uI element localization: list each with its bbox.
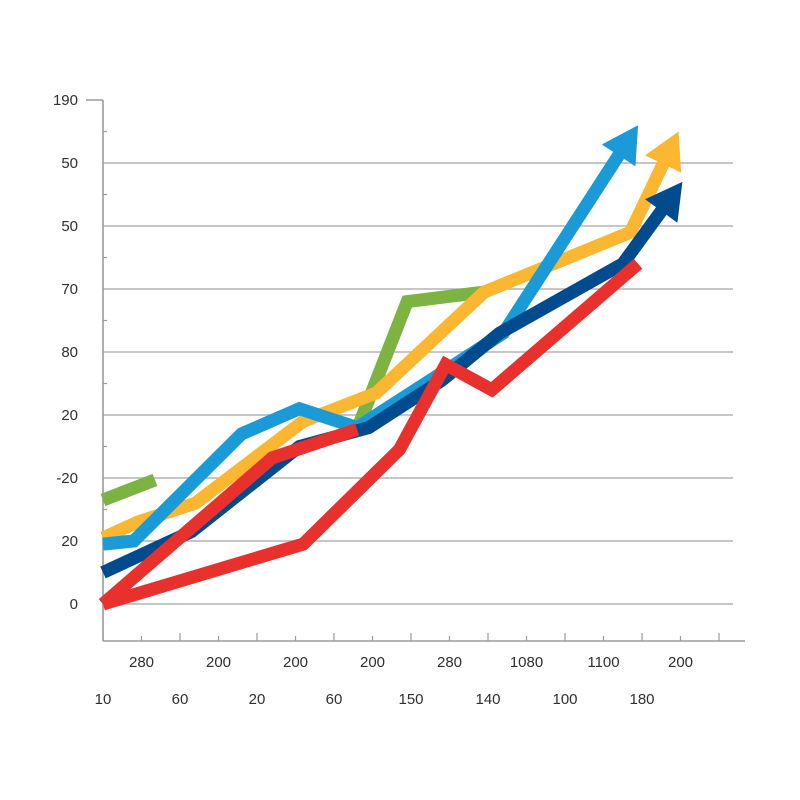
x-tick-label-top: 280 <box>129 654 154 671</box>
x-tick-label-top: 1100 <box>587 654 619 671</box>
x-tick-label-bottom: 60 <box>172 691 189 708</box>
x-tick-label-bottom: 100 <box>552 691 577 708</box>
x-tick-label-top: 200 <box>283 654 308 671</box>
x-tick-label-bottom: 20 <box>249 691 266 708</box>
y-tick-label: 50 <box>61 218 78 235</box>
axes <box>102 100 745 642</box>
y-tick-label: 50 <box>61 155 78 172</box>
x-tick-label-top: 280 <box>437 654 462 671</box>
y-tick-label: 20 <box>61 407 78 424</box>
y-tick-label: 190 <box>53 92 78 109</box>
x-tick-label-top: 1080 <box>510 654 543 671</box>
y-tick-label: 80 <box>61 344 78 361</box>
y-tick-label: 70 <box>61 281 78 298</box>
series-line <box>98 423 360 609</box>
y-axis-labels: 0 20 -20 20 80 70 50 50 190 <box>53 92 78 613</box>
series-arrowhead <box>645 131 682 173</box>
x-axis-labels: 280 200 200 200 280 1080 1100 200 10 60 20 60 150 140… <box>95 654 693 708</box>
x-tick-label-bottom: 10 <box>95 691 112 708</box>
x-tick-label-top: 200 <box>668 654 693 671</box>
x-tick-label-bottom: 140 <box>475 691 500 708</box>
x-tick-label-bottom: 150 <box>398 691 423 708</box>
series-line <box>101 258 643 611</box>
y-tick-label: 20 <box>61 533 78 550</box>
series-0 <box>100 473 158 507</box>
series-arrowhead <box>645 181 683 223</box>
y-tick-label: 0 <box>70 596 78 613</box>
x-tick-label-bottom: 60 <box>326 691 343 708</box>
y-tick-label: -20 <box>56 470 78 487</box>
x-tick-label-top: 200 <box>360 654 385 671</box>
series-6 <box>98 423 360 609</box>
x-tick-label-bottom: 180 <box>629 691 654 708</box>
series-arrowhead <box>601 125 639 167</box>
x-tick-label-top: 200 <box>206 654 231 671</box>
series-lines <box>98 125 683 611</box>
series-5 <box>101 258 643 611</box>
series-line <box>100 473 158 507</box>
